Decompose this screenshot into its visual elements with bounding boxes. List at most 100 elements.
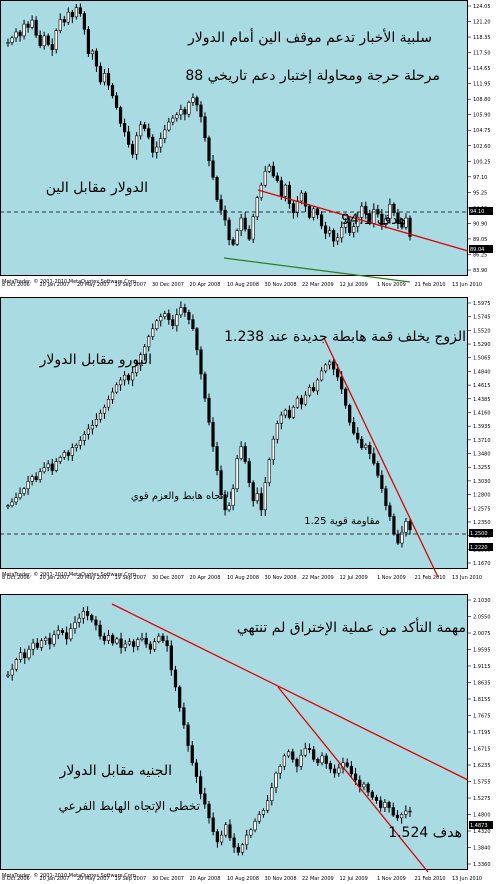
candle (195, 327, 199, 356)
candle (400, 526, 404, 548)
candle (348, 216, 352, 237)
candle (232, 833, 236, 853)
candle (271, 161, 275, 178)
time-axis (0, 276, 500, 290)
candle (151, 323, 155, 340)
candle (311, 382, 316, 393)
price-axis (468, 0, 500, 290)
candle (38, 30, 42, 49)
candle (135, 132, 139, 160)
candle (312, 746, 316, 762)
candle (161, 633, 165, 644)
candle (139, 120, 143, 140)
y-tick-label: 1.8155 (473, 697, 491, 703)
candle (46, 33, 50, 47)
candle (315, 377, 320, 395)
candle (169, 640, 173, 676)
candle (110, 83, 115, 99)
y-tick-label: 1.8635 (473, 681, 491, 687)
candle (303, 390, 308, 407)
candle (147, 123, 151, 140)
plot-frame (0, 0, 468, 276)
candle (207, 393, 211, 426)
candle (384, 485, 388, 511)
candle (267, 163, 271, 173)
candle (140, 633, 144, 642)
candle (110, 387, 115, 404)
candle (90, 613, 94, 623)
usdjpy-chart: 124.05 121.20 118.35 117.50 114.65 111.95 108.… (0, 0, 500, 290)
candle (368, 441, 372, 460)
candle (239, 441, 243, 461)
y-tick-label: 102.60 (473, 144, 491, 150)
candle (263, 166, 267, 188)
y-tick-label: 1.6235 (473, 763, 491, 769)
svg-text:1.4873: 1.4873 (470, 823, 488, 829)
chart-panel-usdjpy: 124.05 121.20 118.35 117.50 114.65 111.95 108.… (0, 0, 500, 290)
candle (400, 217, 404, 230)
candle (340, 221, 344, 243)
candle (387, 800, 391, 813)
candle (345, 758, 349, 769)
x-tick-label: 19 Sep 2007 (115, 282, 147, 288)
candle (194, 758, 199, 783)
candle (81, 607, 85, 624)
candle (323, 221, 328, 240)
candle (379, 796, 383, 812)
candle (275, 420, 279, 444)
plot-frame (0, 594, 468, 870)
candle (263, 476, 267, 517)
x-tick-label: 20 May 2007 (77, 575, 110, 581)
candle (195, 95, 199, 112)
plot-area (0, 297, 468, 569)
chart-title: مهمة التأكد من عملية الإختراق لم تنتهي (237, 617, 466, 636)
candle (70, 9, 74, 24)
candle (364, 443, 368, 451)
last-price-box: 89.04 (469, 245, 493, 253)
candle (60, 628, 65, 636)
plot-area (0, 594, 468, 870)
breakout-annotation: تخطى الإتجاه الهابط الفرعي (59, 799, 200, 814)
candle (344, 218, 348, 234)
candle (106, 68, 111, 90)
candle (187, 309, 191, 325)
price-axis (468, 594, 500, 884)
candle (102, 404, 107, 419)
candle (38, 468, 42, 483)
candle (336, 233, 340, 246)
candle (243, 442, 247, 464)
candle (23, 648, 27, 664)
candle (199, 101, 203, 123)
candle (151, 134, 155, 158)
candle (408, 806, 412, 817)
level-box: 1.2500 (469, 529, 493, 537)
candle (14, 28, 18, 42)
candle (157, 633, 161, 644)
candle (10, 498, 14, 508)
candle (251, 213, 255, 244)
candle (291, 405, 296, 420)
candles (6, 3, 412, 247)
candle (227, 217, 231, 246)
candle (171, 314, 175, 330)
downtrend-line (257, 189, 469, 252)
x-tick-label: 1 Nov 2009 (377, 575, 406, 581)
y-tick-label: 105.90 (473, 113, 491, 119)
candle (203, 371, 207, 402)
candle (86, 26, 90, 57)
x-tick-label: 22 Mar 2009 (302, 282, 334, 288)
y-tick-label: 1.4800 (473, 813, 491, 819)
candle (127, 638, 132, 647)
candle (78, 436, 82, 450)
x-ticks: 8 Oct 2006 20 Jan 2007 20 May 2007 19 Sep 2… (2, 575, 482, 581)
candle (374, 794, 379, 804)
y-tick-label: 104.75 (473, 128, 491, 134)
candle (223, 490, 227, 516)
svg-text:1.2500: 1.2500 (470, 531, 488, 537)
y-tick-label: 108.80 (473, 97, 491, 103)
y-ticks: 2.1030 2.0550 2.0075 1.9595 1.9115 1.8635 1.81… (468, 598, 491, 868)
candle (119, 632, 123, 654)
candle (362, 781, 366, 791)
credit-text: MetaTrader, © 2001-2010 MetaQuotes Softw… (2, 872, 138, 879)
candle (54, 458, 58, 473)
